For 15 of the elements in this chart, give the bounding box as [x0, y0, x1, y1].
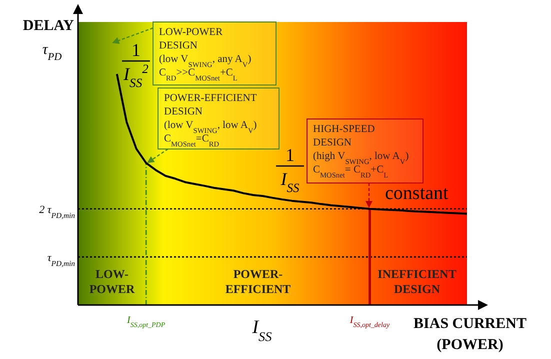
ref-line-label: 2 τ$_{PD,min}$	[39, 204, 76, 220]
annotation: INEFFICIENT DESIGN	[378, 267, 456, 296]
x-axis-title: BIAS CURRENT (POWER)	[414, 316, 526, 353]
x-tick-label: I$_{SS,opt_delay}$	[348, 315, 390, 329]
text: HIGH-SPEED DESIGN (high V$_{SWING}$, low A$_{V}$) C$_{MOSnet}$= C$_{RD}$+C$_{L}$	[313, 124, 409, 179]
y-axis-title: DELAY τ$_{PD}$	[22, 18, 74, 62]
x-tick-label: I$_{SS,opt_PDP}$	[126, 315, 166, 329]
text: LOW-POWER DESIGN (low V$_{SWING}$, any A$_{V}$) C$_{RD}$>>C$_{MOSnet}$+C$_{L}$	[159, 27, 252, 82]
ref-line-label: τ$_{PD,min}$	[47, 252, 76, 268]
annotation: constant	[385, 183, 450, 204]
text: I$_{SS}$	[251, 317, 272, 344]
text: POWER-EFFICIENT DESIGN (low V$_{SWING}$, low A$_{V}$) C$_{MOSnet}$=C$_{RD}$	[164, 93, 257, 148]
annotation: POWER-EFFICIENT	[225, 267, 291, 296]
annotation: 1 I$_{SS}$	[280, 145, 300, 195]
annotation: LOW-POWER	[89, 267, 135, 296]
